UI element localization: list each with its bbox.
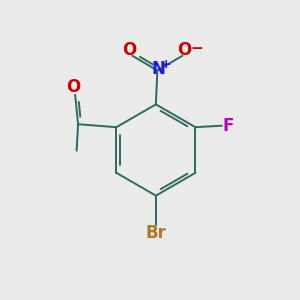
Text: F: F (223, 117, 234, 135)
Text: Br: Br (146, 224, 166, 242)
Text: N: N (152, 60, 166, 78)
Text: O: O (67, 77, 81, 95)
Text: O: O (178, 41, 192, 59)
Text: O: O (122, 41, 136, 59)
Text: +: + (161, 58, 172, 71)
Text: −: − (190, 41, 203, 56)
